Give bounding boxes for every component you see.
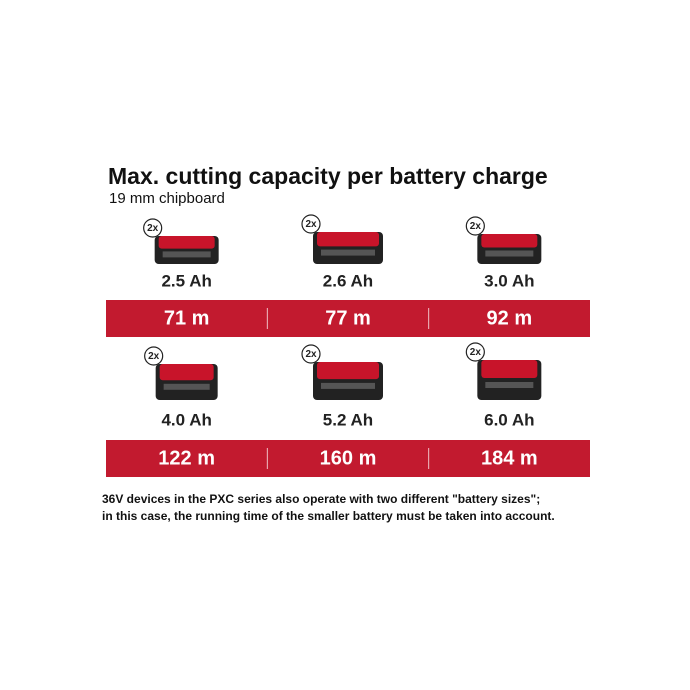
battery-icon <box>477 234 542 264</box>
battery-top <box>481 360 538 378</box>
badge: 2x <box>470 347 482 358</box>
distance: 160 m <box>320 447 377 469</box>
subtitle: 19 mm chipboard <box>109 190 225 207</box>
battery-icon <box>155 364 218 400</box>
battery-top <box>317 232 379 247</box>
battery-icon <box>313 362 383 400</box>
badge-circle <box>143 218 163 238</box>
distance: 77 m <box>325 307 371 329</box>
capacity: 4.0 Ah <box>161 410 211 429</box>
battery-label <box>162 251 211 258</box>
badge-circle <box>301 214 321 234</box>
badge: 2x <box>305 219 317 230</box>
capacity: 2.5 Ah <box>161 271 211 290</box>
capacity: 3.0 Ah <box>484 271 534 290</box>
capacity: 5.2 Ah <box>323 410 373 429</box>
battery-icon <box>154 236 219 264</box>
distance: 92 m <box>487 307 533 329</box>
battery-label <box>321 382 375 389</box>
badge: 2x <box>470 221 482 232</box>
badge-circle <box>465 216 485 236</box>
distance-bar <box>106 440 590 477</box>
capacity: 2.6 Ah <box>323 271 373 290</box>
badge-circle <box>465 342 485 362</box>
battery-top <box>159 364 214 381</box>
badge: 2x <box>305 349 317 360</box>
distance-bar <box>106 300 590 337</box>
battery-label <box>485 382 534 388</box>
badge-circle <box>144 346 164 366</box>
battery-icon <box>477 360 542 400</box>
title: Max. cutting capacity per battery charge <box>108 163 548 189</box>
distance: 184 m <box>481 447 538 469</box>
battery-label <box>163 383 210 390</box>
distance: 71 m <box>164 307 210 329</box>
battery-label <box>321 249 375 256</box>
badge-circle <box>301 344 321 364</box>
capacity: 6.0 Ah <box>484 410 534 429</box>
battery-label <box>485 250 534 257</box>
badge: 2x <box>148 351 160 362</box>
distance: 122 m <box>158 447 215 469</box>
battery-icon <box>313 232 383 264</box>
battery-top <box>317 362 379 380</box>
badge: 2x <box>147 223 159 234</box>
battery-top <box>481 234 538 248</box>
battery-top <box>158 236 215 249</box>
footnote-line: in this case, the running time of the sm… <box>102 509 555 523</box>
footnote-line: 36V devices in the PXC series also opera… <box>102 492 540 506</box>
